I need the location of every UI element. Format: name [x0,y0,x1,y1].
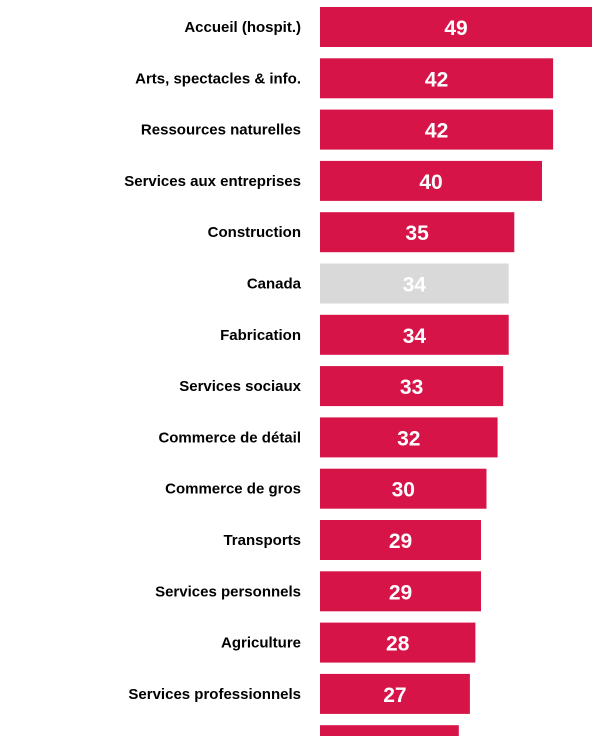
bar-row: Commerce de détail 32 [158,417,498,458]
value-label: 35 [405,222,429,245]
bar [320,212,515,253]
category-label: Accueil (hospit.) [184,19,301,36]
category-label: Services personnels [155,583,301,600]
bar-row: Transports 29 [223,520,481,560]
value-label: 40 [419,171,442,194]
value-label: 29 [389,530,412,553]
bar [320,58,554,99]
category-label: Ressources naturelles [141,122,301,139]
value-label: 30 [392,479,415,502]
category-label: Services professionnels [128,686,301,703]
category-label: Construction [208,224,301,241]
category-label: Services sociaux [179,378,301,395]
bar-row: Services aux entreprises 40 [124,160,542,201]
value-label: 28 [386,633,410,656]
value-label: 32 [397,427,420,450]
category-label: Canada [247,276,302,293]
bar-row: Construction 35 [208,212,515,253]
bar-row: Ressources naturelles 42 [141,109,554,150]
category-label: Arts, spectacles & info. [135,70,301,87]
bar-row: Finances, assurances, et immob.25 [320,725,459,736]
bar [320,109,554,150]
bar-canada-highlight [320,263,509,304]
bar-row: Accueil (hospit.) 49 [184,7,592,47]
bar-row: Fabrication 34 [220,314,509,355]
bar-row: Agriculture 28 [221,622,476,663]
bar [320,417,498,458]
bar [320,725,459,736]
bar [320,7,592,47]
value-label: 33 [400,376,423,399]
value-label: 27 [383,684,406,707]
category-label: Commerce de gros [165,481,301,498]
value-label: 34 [403,274,427,297]
bar [320,468,487,509]
value-label: 29 [389,581,412,604]
value-label: 34 [403,325,427,348]
bar [320,571,481,612]
value-label: 42 [425,120,448,143]
value-label: 42 [425,68,448,91]
bar [320,520,481,560]
bar-row: Services professionnels 27 [128,673,470,714]
bar-row: Arts, spectacles & info. 42 [135,58,554,99]
bar-row: Canada 34 [247,263,509,304]
bar [320,366,504,407]
bar [320,622,476,663]
bar-row: Services personnels 29 [155,571,481,612]
bar-row: Services sociaux 33 [179,366,504,407]
category-label: Services aux entreprises [124,173,301,190]
category-label: Transports [223,532,301,549]
category-label: Fabrication [220,327,301,344]
bar [320,160,542,201]
category-label: Commerce de détail [158,429,301,446]
value-label: 49 [444,17,467,40]
bar [320,673,470,714]
bar-row: Commerce de gros 30 [165,468,487,509]
bar [320,314,509,355]
category-label: Agriculture [221,635,301,652]
